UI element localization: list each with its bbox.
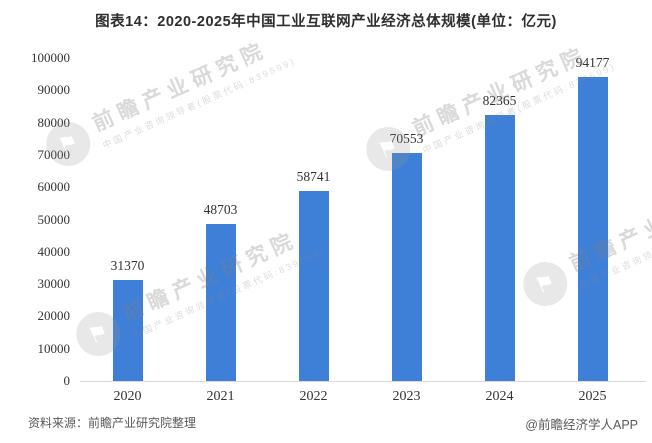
y-axis-tick-label: 10000 [37, 340, 71, 356]
bar-2021 [205, 223, 236, 381]
y-axis-tick-label: 70000 [37, 146, 71, 162]
y-axis-tick-label: 80000 [37, 114, 71, 130]
bar-2025 [577, 76, 608, 381]
x-axis-category-label: 2023 [392, 389, 421, 404]
bar-value-label: 58741 [296, 169, 331, 185]
bar-value-label: 94177 [575, 54, 610, 70]
y-axis-tick-label: 100000 [31, 50, 70, 65]
y-axis-tick-label: 30000 [37, 276, 71, 292]
source-note: 资料来源：前瞻产业研究院整理 [28, 416, 197, 430]
x-axis-category-label: 2025 [578, 389, 607, 404]
y-axis-tick-label: 40000 [37, 243, 71, 259]
x-axis-category-label: 2020 [113, 389, 142, 404]
y-axis-tick-label: 0 [63, 373, 71, 388]
bar-2023 [391, 153, 422, 381]
chart-title: 图表14：2020-2025年中国工业互联网产业经济总体规模(单位：亿元) [95, 14, 557, 30]
bar-value-label: 82365 [482, 92, 517, 108]
bar-value-label: 31370 [110, 257, 145, 273]
x-axis-baseline [80, 381, 646, 382]
bar-value-label: 70553 [389, 131, 424, 147]
credit-note: @前瞻经济学人APP [525, 418, 638, 432]
x-axis-category-label: 2022 [299, 389, 328, 404]
bar-2022 [298, 191, 329, 381]
y-axis-tick-label: 50000 [37, 211, 71, 227]
bar-2020 [112, 279, 143, 381]
y-axis-tick-label: 60000 [37, 179, 71, 195]
y-axis-tick-label: 20000 [37, 308, 71, 324]
bar-value-label: 48703 [203, 201, 238, 217]
y-axis-tick-label: 90000 [37, 82, 71, 98]
x-axis-category-label: 2021 [206, 389, 235, 404]
bar-2024 [484, 114, 515, 381]
x-axis-category-label: 2024 [485, 389, 514, 404]
